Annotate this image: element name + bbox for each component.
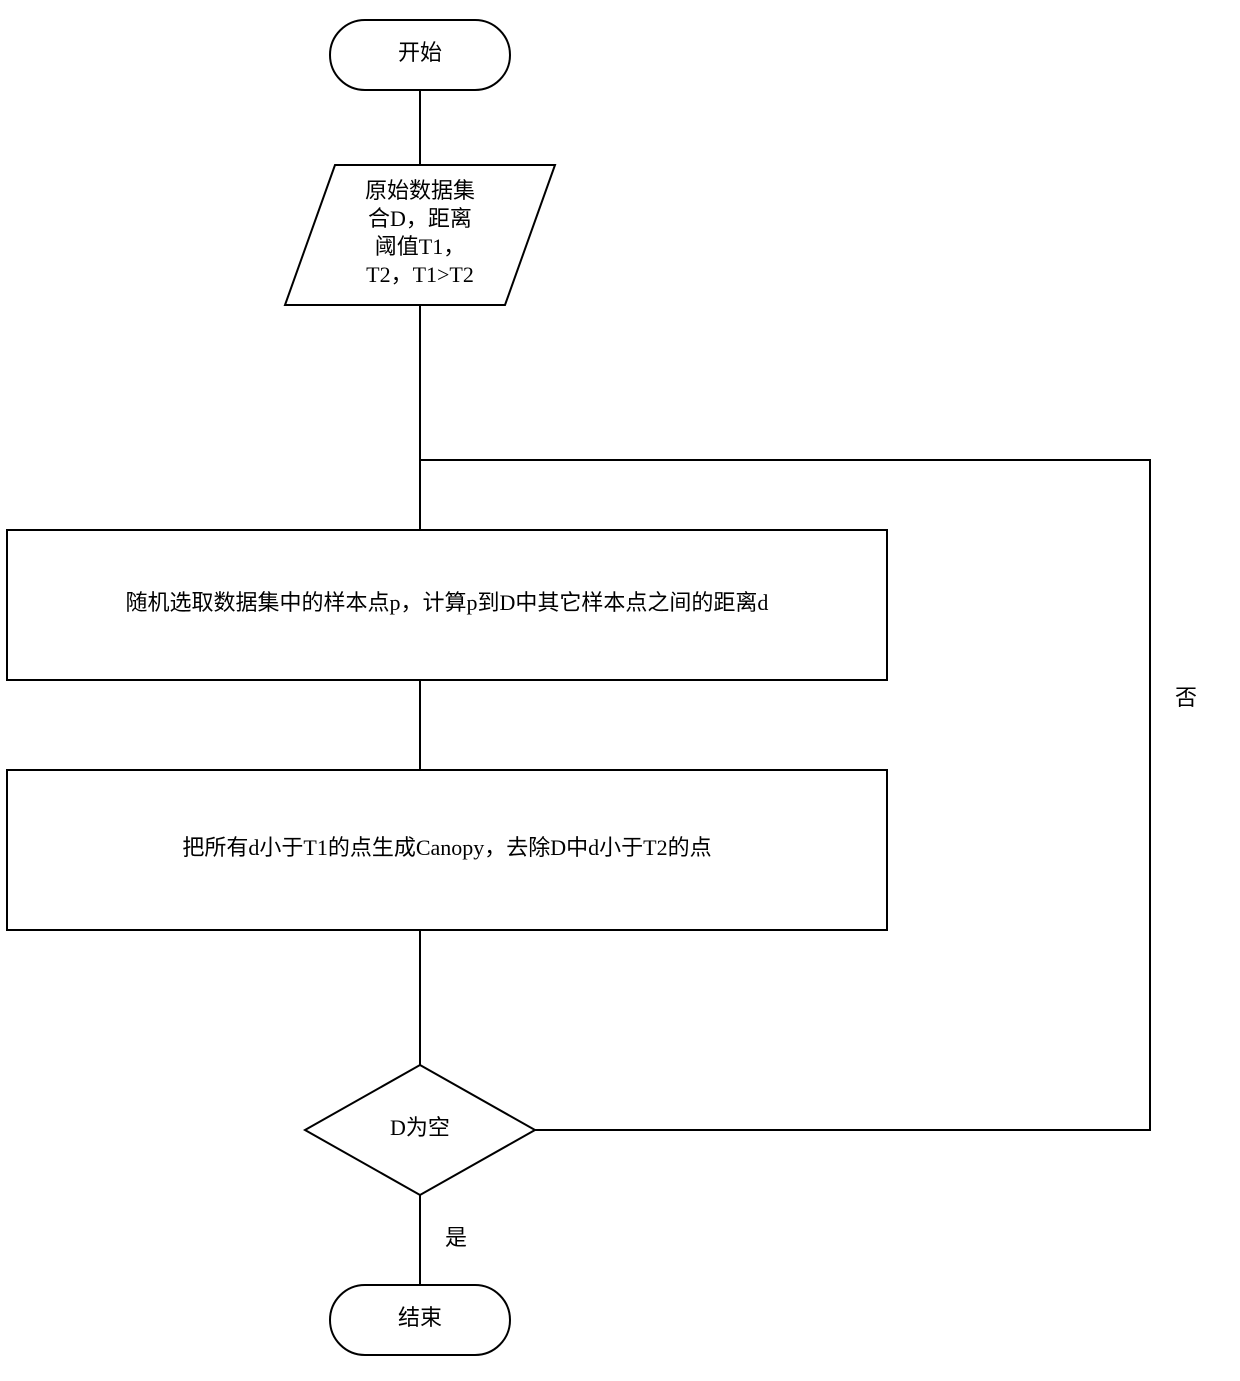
node-input-label-1: 原始数据集 xyxy=(365,178,475,203)
edge-yes-label: 是 xyxy=(445,1225,467,1250)
edge-no-label: 否 xyxy=(1175,685,1197,710)
flowchart-canvas: 是 否 开始 原始数据集 合D，距离 阈值T1， T2，T1>T2 随机选取数据… xyxy=(0,0,1240,1381)
node-proc1-label: 随机选取数据集中的样本点p，计算p到D中其它样本点之间的距离d xyxy=(126,590,769,615)
node-start-label: 开始 xyxy=(398,40,442,65)
node-input-label-2: 合D，距离 xyxy=(368,206,472,231)
node-proc2-label: 把所有d小于T1的点生成Canopy，去除D中d小于T2的点 xyxy=(182,835,711,860)
node-decision-label: D为空 xyxy=(390,1115,450,1140)
node-input-label-3: 阈值T1， xyxy=(375,234,465,259)
node-input-label-4: T2，T1>T2 xyxy=(366,262,474,287)
node-end-label: 结束 xyxy=(398,1305,442,1330)
